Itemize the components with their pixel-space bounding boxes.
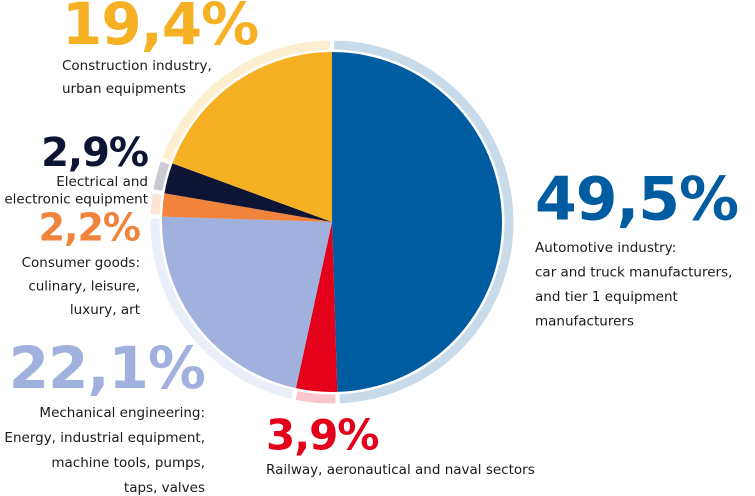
ring-segment (150, 218, 294, 399)
value-label: 22,1% (9, 334, 205, 402)
category-label: Energy, industrial equipment, (4, 430, 205, 446)
value-label: 19,4% (62, 0, 258, 58)
category-label: Automotive industry: (535, 240, 676, 256)
category-label: culinary, leisure, (28, 279, 140, 295)
value-label: 2,9% (41, 130, 148, 176)
ring-segment (150, 193, 162, 215)
pie-slice (164, 163, 332, 222)
category-label: luxury, art (70, 302, 140, 318)
value-label: 3,9% (266, 411, 378, 460)
ring-segment (295, 390, 336, 404)
category-label: car and truck manufacturers, (535, 265, 732, 281)
category-label: and tier 1 equipment (535, 289, 678, 305)
category-label: Electrical and (56, 174, 148, 190)
category-label: urban equipments (62, 81, 186, 97)
pie-slice (295, 222, 338, 392)
category-label: manufacturers (535, 314, 634, 330)
category-label: Construction industry, (62, 58, 212, 74)
category-label: machine tools, pumps, (51, 455, 205, 471)
ring-segment (153, 161, 170, 191)
value-label: 2,2% (39, 206, 140, 250)
pie-slice (332, 52, 503, 392)
category-label: electronic equipment (4, 192, 148, 208)
category-label: Mechanical engineering: (39, 405, 205, 421)
category-label: taps, valves (124, 480, 205, 496)
category-label: Railway, aeronautical and naval sectors (266, 462, 535, 478)
category-label: Consumer goods: (22, 255, 140, 271)
pie-slice (172, 52, 332, 222)
value-label: 49,5% (535, 165, 738, 235)
ring-segment (334, 40, 514, 404)
pie-slice (162, 193, 332, 222)
pie-slice (161, 216, 332, 389)
ring-segment (162, 40, 330, 161)
